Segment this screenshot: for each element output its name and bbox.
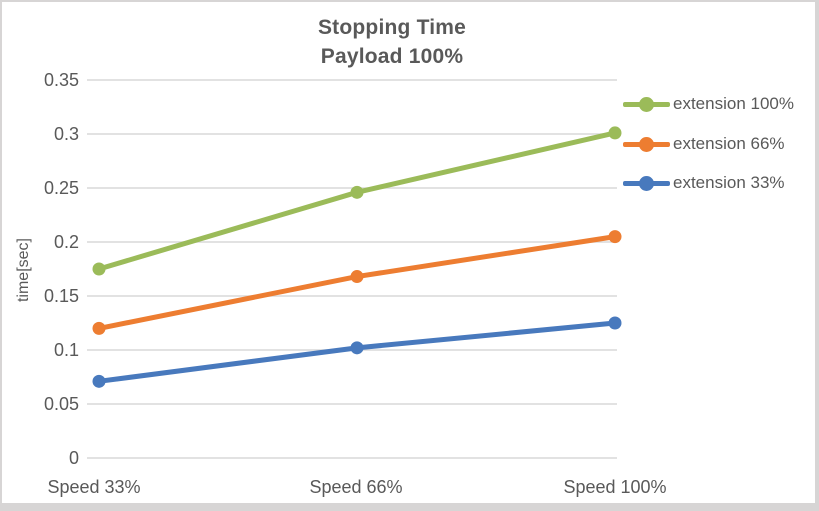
chart-title: Stopping Time Payload 100% [92, 13, 692, 71]
data-point-marker [92, 262, 106, 276]
legend-item: extension 66% [623, 132, 785, 156]
legend-series-marker-icon [623, 96, 670, 112]
y-tick-label: 0.05 [43, 394, 79, 414]
x-category-label: Speed 66% [309, 477, 403, 497]
y-tick-label: 0.15 [43, 286, 79, 306]
data-point-marker [92, 321, 106, 335]
x-category-label: Speed 100% [563, 477, 667, 497]
data-point-marker [350, 270, 364, 284]
y-tick-label: 0.2 [53, 232, 79, 252]
data-point-marker [608, 126, 622, 140]
legend-label: extension 66% [673, 134, 785, 153]
y-tick-label: 0.35 [43, 70, 79, 90]
chart-title-line2: Payload 100% [320, 45, 464, 68]
legend-series-marker-icon [623, 175, 670, 191]
legend-series-marker-icon [623, 136, 670, 152]
data-point-marker [92, 374, 106, 388]
chart-title-line1: Stopping Time [317, 16, 467, 39]
legend-label: extension 100% [673, 94, 794, 113]
plot-area [87, 79, 622, 459]
y-tick-label: 0 [68, 448, 79, 468]
y-tick-label: 0.3 [53, 124, 79, 144]
x-category-label: Speed 33% [47, 477, 141, 497]
legend-item: extension 33% [623, 171, 785, 195]
legend-label: extension 33% [673, 173, 785, 192]
data-point-marker [350, 341, 364, 355]
y-tick-label: 0.25 [43, 178, 79, 198]
legend-item: extension 100% [623, 92, 794, 116]
data-point-marker [350, 185, 364, 199]
data-point-marker [608, 230, 622, 244]
y-tick-label: 0.1 [53, 340, 79, 360]
data-point-marker [608, 316, 622, 330]
